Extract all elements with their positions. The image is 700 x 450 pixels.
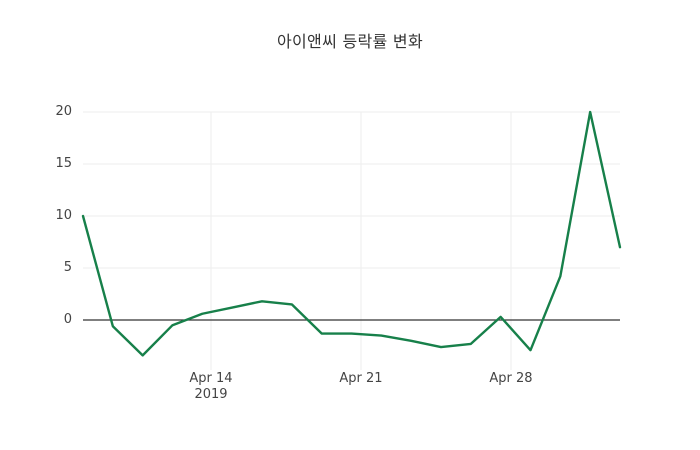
- x-tick-date: Apr 14: [189, 371, 233, 386]
- y-tick-label-5: 5: [63, 260, 72, 275]
- x-tick-label-1: Apr 21: [301, 371, 421, 387]
- x-tick-label-0: Apr 14 2019: [151, 371, 271, 404]
- x-tick-date: Apr 21: [339, 371, 383, 386]
- chart-title: 아이앤씨 등락률 변화: [277, 32, 423, 51]
- series-line-path: [81, 110, 622, 357]
- x-tick-date: Apr 28: [489, 371, 533, 386]
- y-tick-label-15: 15: [55, 156, 72, 171]
- gridlines-group: [83, 111, 620, 321]
- vertical-gridlines-group: [210, 112, 512, 370]
- y-tick-label-20: 20: [55, 104, 72, 119]
- y-tick-label-0: 0: [63, 312, 72, 327]
- x-tick-label-2: Apr 28: [451, 371, 571, 387]
- y-tick-label-10: 10: [55, 208, 72, 223]
- x-tick-year: 2019: [194, 387, 228, 403]
